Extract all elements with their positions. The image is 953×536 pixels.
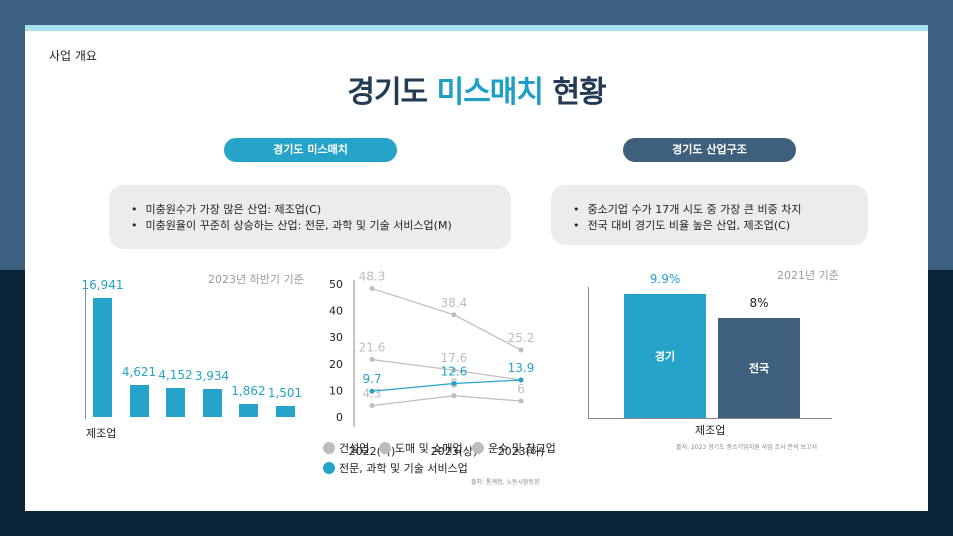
page-title: 경기도 미스매치 현황 [25, 67, 928, 111]
structure-bullet: 전국 대비 경기도 비율 높은 산업, 제조업(C) [573, 218, 802, 234]
vacancy-bar-label: 1,862 [231, 383, 266, 398]
vacancy-bar-label: 16,941 [81, 278, 124, 293]
series-value-label: 48.3 [359, 270, 386, 284]
legend-item: 도매 및 소매업 [378, 440, 463, 456]
vacancy-bar [129, 384, 149, 417]
legend-dot [378, 442, 391, 454]
series-value-label: 12.6 [441, 364, 468, 378]
vacancy-bar-label: 4,152 [158, 367, 193, 382]
structure-x-axis [588, 418, 832, 419]
structure-bar: 전국 [718, 318, 800, 418]
series-point [518, 377, 524, 383]
y-tick-label: 20 [329, 358, 343, 371]
vacancy-bar [239, 403, 258, 417]
y-tick-label: 10 [329, 384, 343, 397]
title-suffix: 현황 [543, 75, 606, 110]
structure-bar: 경기 [624, 294, 706, 418]
vacancy-bar [202, 389, 222, 417]
title-prefix: 경기도 [347, 75, 437, 110]
mismatch-source: 출처: 통계청, 노동시장동향 [471, 479, 540, 486]
structure-bar-label: 9.9% [649, 272, 681, 287]
legend-label: 도매 및 소매업 [394, 442, 463, 455]
line-legend: 건설업 도매 및 소매업 운수 및 창고업 [323, 440, 562, 457]
vacancy-bar-label: 3,934 [194, 369, 230, 384]
series-point [451, 312, 457, 318]
legend-item: 운수 및 창고업 [472, 440, 556, 456]
legend-dot [323, 462, 335, 474]
series-value-label: 21.6 [359, 341, 386, 355]
legend-label: 건설업 [339, 442, 370, 455]
x-tick-label: 2023(하) [498, 444, 545, 458]
vacancy-bar [275, 406, 295, 417]
structure-bullet: 중소기업 수가 17개 시도 중 가장 큰 비중 차지 [573, 202, 802, 218]
structure-caption: 2021년 기준 [777, 269, 839, 282]
mismatch-bullet: 미충원율이 꾸준히 상승하는 산업: 전문, 과학 및 기술 서비스업(M) [131, 218, 452, 234]
mismatch-caption: 2023년 하반기 기준 [208, 273, 304, 286]
vacancy-bar [166, 387, 185, 417]
series-value-label: 38.4 [441, 296, 468, 310]
title-highlight: 미스매치 [436, 75, 544, 110]
slide: 사업 개요 경기도 미스매치 현황 경기도 미스매치 경기도 산업구조 미충원수… [25, 25, 928, 511]
series-point [369, 403, 375, 409]
series-value-label: 13.9 [508, 361, 535, 375]
structure-bar-chart: 경기 9.9% 전국 8% [25, 25, 928, 511]
mismatch-bullet: 미충원수가 가장 많은 산업: 제조업(C) [131, 202, 452, 218]
structure-pill: 경기도 산업구조 [623, 138, 796, 162]
vacancy-bar-label: 1,501 [267, 386, 303, 401]
y-tick-label: 0 [336, 411, 343, 424]
vacancy-bar [93, 298, 112, 417]
structure-category-label: 제조업 [695, 424, 726, 437]
structure-bar-name: 경기 [654, 350, 676, 364]
mismatch-pill: 경기도 미스매치 [224, 138, 397, 162]
vacancy-bar-label: 4,621 [121, 364, 157, 379]
series-value-label: 17.6 [441, 351, 468, 365]
structure-bar-name: 전국 [748, 362, 770, 376]
legend-label: 전문, 과학 및 기술 서비스업 [339, 462, 468, 475]
series-point [451, 367, 457, 373]
series-point [369, 357, 375, 363]
bar-y-axis [85, 287, 86, 419]
legend-label: 운수 및 창고업 [488, 442, 556, 455]
series-point [518, 398, 524, 404]
series-point [451, 393, 457, 399]
legend-dot [472, 442, 485, 454]
legend-dot [323, 442, 335, 454]
line-legend: 전문, 과학 및 기술 서비스업 [323, 460, 474, 477]
structure-source: 출처: 2023 경기도 중소기업지원 사업 조사 분석 보고서 [676, 444, 818, 451]
structure-y-axis [588, 287, 589, 418]
series-value-label: 6 [517, 382, 525, 396]
series-point [451, 380, 457, 386]
series-point [369, 388, 375, 394]
series-value-label: 9.7 [362, 372, 381, 386]
series-value-label: 25.2 [508, 331, 535, 345]
series-point [518, 347, 524, 353]
y-tick-label: 50 [329, 278, 343, 291]
legend-item: 건설업 [323, 440, 369, 456]
vacancy-bar-chart: 16,941 4,621 4,152 3,934 1,862 1,501 [25, 25, 928, 511]
x-tick-label: 2023(상) [431, 445, 478, 458]
legend-item: 전문, 과학 및 기술 서비스업 [323, 460, 468, 476]
bar-category-label: 제조업 [86, 427, 117, 440]
mismatch-summary-box: 미충원수가 가장 많은 산업: 제조업(C) 미충원율이 꾸준히 상승하는 산업… [109, 185, 511, 249]
section-label: 사업 개요 [49, 49, 97, 63]
accent-bar [25, 25, 928, 31]
structure-bar-label: 8% [749, 296, 769, 311]
y-tick-label: 30 [329, 331, 343, 344]
structure-summary-box: 중소기업 수가 17개 시도 중 가장 큰 비중 차지 전국 대비 경기도 비율… [551, 185, 868, 245]
y-tick-label: 40 [329, 305, 343, 318]
series-point [369, 286, 375, 292]
